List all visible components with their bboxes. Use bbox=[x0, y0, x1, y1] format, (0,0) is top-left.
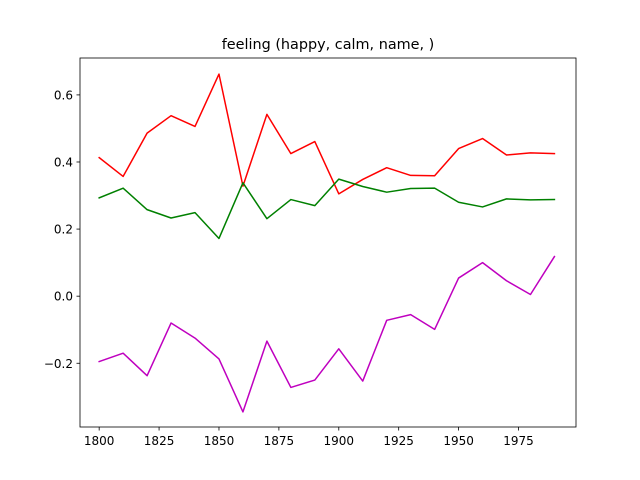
axes-frame bbox=[79, 57, 577, 428]
y-tick-label: 0.2 bbox=[54, 223, 73, 237]
x-tick-label: 1950 bbox=[443, 434, 474, 448]
x-tick-label: 1825 bbox=[144, 434, 175, 448]
x-tick-label: 1975 bbox=[503, 434, 534, 448]
series-line-2 bbox=[98, 178, 556, 240]
y-tick-label: 0.6 bbox=[54, 88, 73, 102]
y-tick-label: −0.2 bbox=[44, 357, 73, 371]
chart-title: feeling (happy, calm, name, ) bbox=[222, 37, 435, 53]
x-tick-label: 1900 bbox=[324, 434, 355, 448]
series-line-1 bbox=[98, 73, 556, 195]
x-tick-label: 1925 bbox=[383, 434, 414, 448]
y-tick-label: 0.4 bbox=[54, 155, 73, 169]
plot-area: 1800 1825 1850 1875 1900 1925 1950 1975 −0.2 0.0 0… bbox=[44, 57, 577, 448]
x-tick-label: 1850 bbox=[204, 434, 235, 448]
series-line-3 bbox=[98, 255, 556, 413]
x-tick-label: 1800 bbox=[84, 434, 115, 448]
x-tick-label: 1875 bbox=[264, 434, 295, 448]
y-tick-label: 0.0 bbox=[54, 290, 73, 304]
